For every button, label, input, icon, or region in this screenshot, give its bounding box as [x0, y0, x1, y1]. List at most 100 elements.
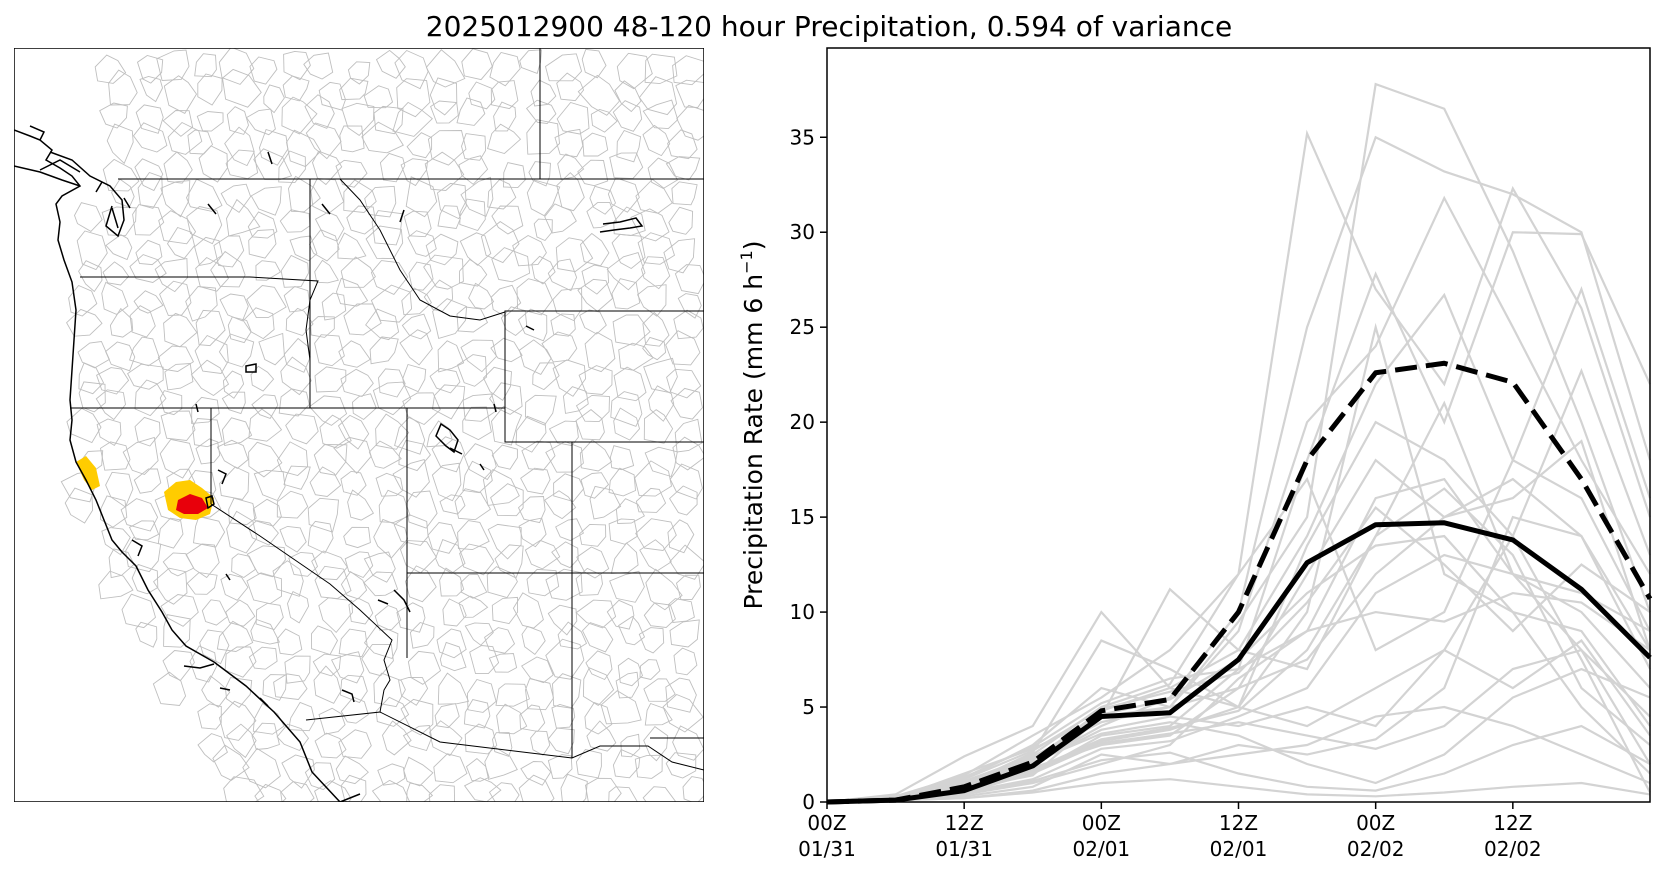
basin-outline: [665, 330, 701, 366]
basin-outline: [343, 303, 382, 336]
basin-outline: [403, 210, 432, 238]
basin-outline: [221, 417, 253, 447]
basin-outline: [216, 439, 249, 469]
basin-outline: [666, 368, 702, 399]
basin-outline: [644, 702, 673, 726]
basin-outline: [338, 729, 372, 759]
basin-outline: [252, 702, 285, 735]
basin-outline: [642, 311, 670, 347]
basin-outline: [665, 677, 697, 713]
basin-outline: [493, 101, 517, 132]
basin-outline: [643, 409, 674, 444]
basin-outline: [673, 309, 704, 340]
basin-outline: [581, 264, 610, 295]
basin-outline: [347, 489, 375, 521]
basin-outline: [429, 367, 461, 394]
basin-outline: [454, 488, 491, 521]
basin-outline: [405, 176, 438, 218]
basin-outline: [620, 733, 641, 758]
basin-outline: [77, 341, 110, 369]
basin-outline: [547, 258, 578, 292]
basin-outline: [304, 762, 336, 791]
basin-outline: [530, 79, 557, 107]
basin-outline: [76, 230, 108, 271]
basin-outline: [368, 440, 402, 469]
basin-outline: [186, 572, 218, 595]
basin-outline: [201, 599, 228, 626]
basin-outline: [551, 704, 576, 729]
basin-outline: [78, 260, 103, 293]
basin-outline: [255, 260, 281, 281]
basin-outline: [280, 356, 312, 396]
basin-outline: [333, 436, 372, 474]
basin-outline: [518, 517, 547, 548]
basin-outline: [245, 108, 276, 136]
basin-outline: [432, 298, 468, 339]
basin-outline: [340, 256, 376, 288]
basin-outline: [192, 418, 223, 448]
basin-outline: [585, 650, 613, 681]
basin-outline: [644, 446, 678, 478]
y-tick-label: 35: [790, 125, 815, 149]
basin-outline: [276, 628, 303, 656]
basin-outline: [340, 774, 367, 802]
basin-outline: [339, 674, 368, 704]
basin-outline: [577, 159, 609, 187]
basin-outline: [521, 656, 554, 684]
basin-outline: [488, 782, 520, 802]
x-tick-label-time: 12Z: [1493, 811, 1532, 835]
basin-outline: [162, 552, 195, 577]
basin-outline: [469, 645, 500, 675]
basin-outline: [547, 727, 575, 755]
basin-outline: [379, 152, 406, 183]
x-tick-label-time: 12Z: [945, 811, 984, 835]
basin-outline: [127, 363, 164, 390]
basin-outline: [220, 573, 249, 601]
basin-outline: [634, 460, 673, 497]
basin-outline: [638, 76, 678, 116]
basin-outline: [579, 523, 607, 547]
basin-outline: [64, 487, 94, 524]
basin-outline: [226, 723, 257, 759]
basin-outline: [560, 773, 588, 802]
basin-outline: [400, 698, 434, 736]
basin-outline: [648, 385, 675, 422]
basin-outline: [152, 671, 187, 706]
basin-outline: [437, 205, 461, 229]
basin-outline: [637, 284, 667, 317]
basin-outline: [461, 48, 493, 81]
basin-outline: [458, 155, 489, 185]
basin-outline: [609, 570, 645, 603]
basin-outline: [220, 183, 252, 214]
basin-outline: [382, 720, 412, 756]
basin-outline: [512, 234, 547, 267]
ensemble-member-line: [826, 506, 1651, 804]
basin-outline: [201, 675, 231, 708]
basin-outline: [135, 621, 158, 648]
basin-outline: [547, 754, 573, 779]
basin-outline: [96, 418, 122, 447]
basin-outline: [276, 441, 309, 476]
basin-outline: [133, 468, 162, 494]
basin-outline: [372, 381, 412, 416]
basin-outline: [259, 128, 289, 166]
basin-outline: [464, 622, 494, 646]
figure-title: 2025012900 48-120 hour Precipitation, 0.…: [425, 10, 1233, 43]
y-tick-label: 30: [790, 220, 815, 244]
basin-outline: [460, 176, 494, 217]
basin-outline: [487, 179, 517, 210]
basin-outline: [363, 571, 399, 597]
basin-outline: [139, 76, 163, 103]
basin-outline: [518, 774, 555, 802]
basin-outline: [154, 257, 188, 293]
basin-outline: [431, 436, 465, 473]
basin-outline: [396, 78, 431, 118]
basin-outline: [515, 415, 547, 453]
basin-outline: [642, 336, 667, 361]
basin-outline: [96, 367, 130, 395]
basin-outline: [490, 483, 524, 517]
basin-outline: [336, 277, 369, 307]
y-tick-label: 10: [790, 600, 815, 624]
basin-outline: [581, 622, 614, 653]
